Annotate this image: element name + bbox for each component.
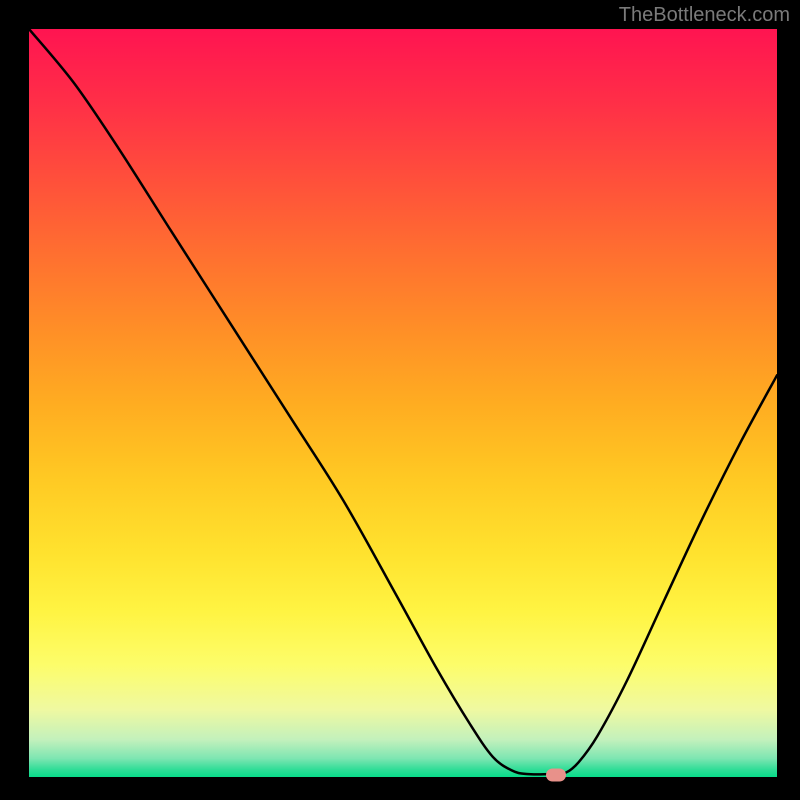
plot-area [29, 29, 777, 777]
bottleneck-curve [29, 29, 777, 777]
optimal-point-marker [546, 768, 566, 781]
source-watermark: TheBottleneck.com [619, 4, 790, 27]
chart-container: TheBottleneck.com [0, 0, 800, 800]
